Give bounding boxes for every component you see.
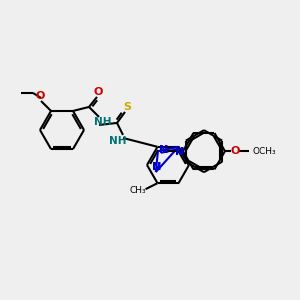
Text: S: S [123,102,131,112]
Text: O: O [93,87,103,97]
Text: N: N [175,147,184,157]
Text: O: O [230,146,240,156]
Text: O: O [35,91,45,101]
Text: CH₃: CH₃ [129,186,146,195]
Text: N: N [159,145,169,155]
Text: NH: NH [94,117,112,127]
Text: N: N [159,145,169,155]
Text: N: N [152,162,161,172]
Text: N: N [175,147,184,157]
Text: NH: NH [109,136,127,146]
Text: N: N [152,162,161,172]
Text: OCH₃: OCH₃ [253,147,277,156]
